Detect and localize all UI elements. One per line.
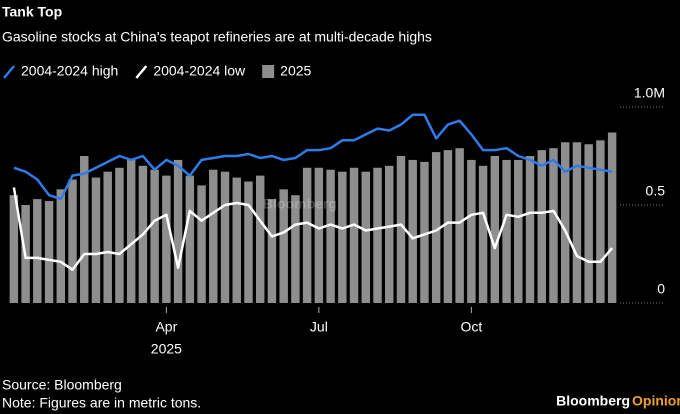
bar (490, 156, 500, 303)
bar (314, 167, 324, 303)
bar (338, 171, 347, 303)
bar (584, 144, 593, 303)
bar (572, 142, 582, 303)
bar (209, 169, 218, 303)
bar (173, 159, 183, 303)
bar (91, 177, 101, 303)
bar (56, 189, 66, 303)
bar (291, 195, 300, 303)
bar (220, 171, 230, 303)
bar (244, 181, 253, 303)
x-year-label: 2025 (151, 341, 182, 357)
x-tick-label: Oct (460, 319, 482, 335)
footnote: Note: Figures are in metric tons. (2, 395, 201, 411)
bar (115, 167, 124, 303)
bar (33, 199, 42, 303)
bar (126, 159, 136, 303)
bar (596, 140, 605, 303)
bar (455, 148, 464, 303)
bar (373, 167, 382, 303)
legend-label: 2025 (280, 63, 311, 79)
legend-swatch (262, 65, 275, 78)
x-tick-label: Apr (155, 319, 177, 335)
bar (431, 152, 441, 303)
y-tick-label: 1.0M (634, 85, 665, 101)
watermark: Bloomberg (263, 196, 337, 212)
y-tick-label: 0 (657, 281, 665, 297)
bar (150, 169, 159, 303)
bar (80, 156, 89, 303)
bar (44, 201, 54, 303)
bar (420, 161, 429, 303)
bar (514, 159, 523, 303)
line (13, 113, 613, 201)
bar (408, 159, 417, 303)
logo-brand: Bloomberg (556, 393, 630, 409)
bar (255, 175, 265, 303)
bar (185, 175, 195, 303)
logo-section: Opinion (632, 393, 680, 409)
bar (9, 195, 19, 303)
bar (349, 167, 359, 303)
bar (443, 150, 453, 303)
bar (361, 171, 371, 303)
bar (162, 175, 171, 303)
y-tick-label: 0.5 (646, 183, 666, 199)
bar (525, 156, 535, 303)
bar (385, 165, 394, 303)
bar (68, 179, 77, 303)
bar (467, 159, 476, 303)
x-tick-label: Jul (310, 319, 328, 335)
bar (197, 185, 206, 303)
chart-subtitle: Gasoline stocks at China's teapot refine… (2, 29, 432, 45)
bar (326, 169, 335, 303)
source-note: Source: Bloomberg (2, 377, 122, 393)
bar (267, 199, 277, 303)
bar (560, 142, 570, 303)
bar (537, 150, 546, 303)
bar (396, 156, 406, 303)
legend: 2004-2024 high 2004-2024 low 2025 (3, 63, 312, 79)
bar (103, 171, 112, 303)
bar (232, 177, 241, 303)
legend-swatch (135, 65, 148, 79)
bar (607, 132, 617, 303)
bar (502, 159, 511, 303)
legend-label: 2004-2024 high (21, 63, 118, 79)
bar (302, 167, 312, 303)
bar (279, 189, 288, 303)
line (12, 187, 614, 271)
chart-title: Tank Top (2, 4, 62, 20)
plot-area: 0 0.5 1.0M Apr Jul Oct 2025 (9, 85, 666, 357)
bar (478, 165, 488, 303)
legend-swatch (3, 65, 15, 79)
bar (549, 148, 558, 303)
legend-label: 2004-2024 low (153, 63, 246, 79)
